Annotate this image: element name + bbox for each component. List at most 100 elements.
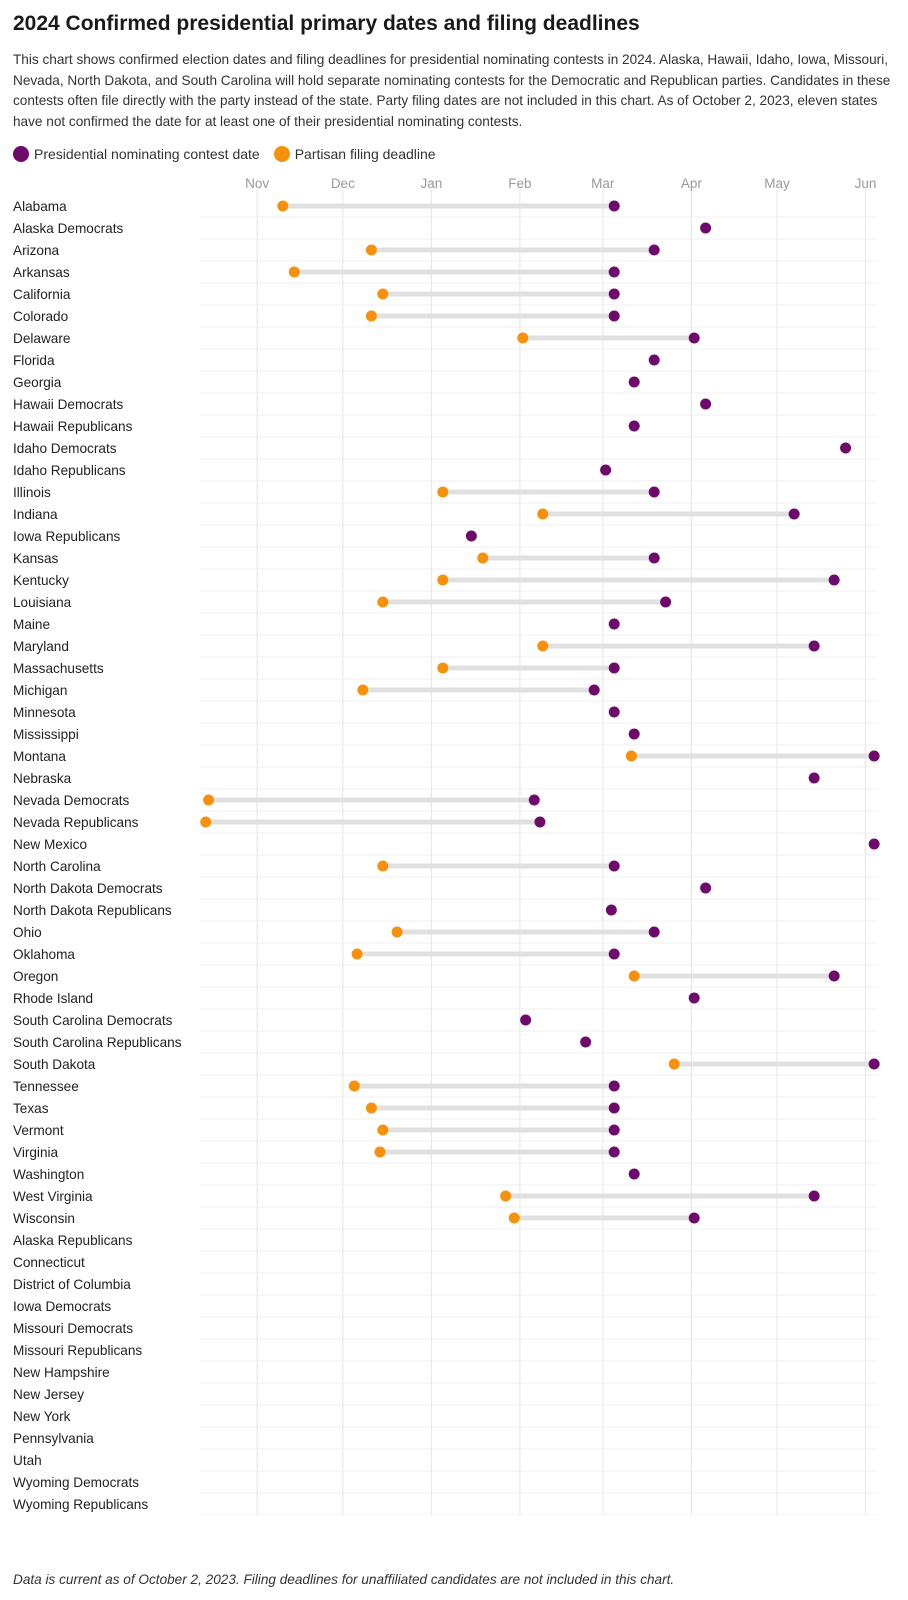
contest-date-point — [608, 1102, 620, 1114]
row-label: Delaware — [13, 331, 70, 346]
contest-date-point — [588, 684, 600, 696]
contest-date-point — [868, 1058, 880, 1070]
filing-deadline-point — [365, 244, 377, 256]
row-label: Michigan — [13, 683, 67, 698]
contest-date-point — [648, 244, 660, 256]
filing-deadline-point — [200, 816, 212, 828]
contest-date-point — [828, 574, 840, 586]
filing-deadline-point — [357, 684, 369, 696]
contest-date-point — [788, 508, 800, 520]
contest-date-point — [608, 662, 620, 674]
contest-date-point — [608, 1124, 620, 1136]
contest-date-point — [605, 904, 617, 916]
contest-date-point — [608, 706, 620, 718]
row-label: Wyoming Republicans — [13, 1497, 148, 1512]
contest-date-point — [520, 1014, 532, 1026]
legend-swatch-contest — [13, 146, 29, 162]
filing-deadline-point — [508, 1212, 520, 1224]
contest-date-point — [608, 288, 620, 300]
row-label: Arkansas — [13, 265, 70, 280]
row-label: Arizona — [13, 243, 60, 258]
filing-deadline-point — [365, 1102, 377, 1114]
row-label: New Jersey — [13, 1387, 84, 1402]
row-label: Texas — [13, 1101, 49, 1116]
row-label: New York — [13, 1409, 71, 1424]
row-label: Idaho Democrats — [13, 441, 117, 456]
filing-deadline-point — [374, 1146, 386, 1158]
contest-date-point — [688, 992, 700, 1004]
row-label: Georgia — [13, 375, 62, 390]
row-label: West Virginia — [13, 1189, 93, 1204]
contest-date-point — [868, 750, 880, 762]
row-label: Hawaii Republicans — [13, 419, 133, 434]
row-label: Iowa Republicans — [13, 529, 121, 544]
contest-date-point — [608, 618, 620, 630]
chart-description: This chart shows confirmed election date… — [13, 52, 891, 129]
contest-date-point — [700, 398, 712, 410]
contest-date-point — [828, 970, 840, 982]
contest-date-point — [660, 596, 672, 608]
x-tick-label: Jan — [420, 176, 442, 191]
row-label: Alaska Republicans — [13, 1233, 133, 1248]
filing-deadline-point — [517, 332, 529, 344]
legend-label-filing: Partisan filing deadline — [294, 146, 436, 162]
row-label: Louisiana — [13, 595, 72, 610]
row-guide-lines — [200, 216, 877, 1515]
x-tick-label: Jun — [855, 176, 877, 191]
filing-deadline-point — [628, 970, 640, 982]
row-label: Iowa Democrats — [13, 1299, 111, 1314]
contest-date-point — [648, 552, 660, 564]
contest-date-point — [628, 1168, 640, 1180]
filing-deadline-point — [437, 574, 449, 586]
filing-deadline-point — [537, 640, 549, 652]
contest-date-point — [688, 1212, 700, 1224]
contest-date-point — [688, 332, 700, 344]
row-label: Tennessee — [13, 1079, 79, 1094]
row-label: Alaska Democrats — [13, 221, 123, 236]
row-label: Massachusetts — [13, 661, 104, 676]
filing-deadline-point — [203, 794, 215, 806]
contest-date-point — [648, 486, 660, 498]
vertical-gridlines — [256, 190, 867, 1515]
contest-date-point — [648, 354, 660, 366]
row-label: North Carolina — [13, 859, 101, 874]
filing-deadline-point — [348, 1080, 360, 1092]
row-label: North Dakota Republicans — [13, 903, 172, 918]
row-label: Missouri Republicans — [13, 1343, 142, 1358]
x-axis-tick-labels: Nov Dec Jan Feb Mar Apr May Jun — [245, 176, 876, 191]
contest-date-point — [534, 816, 546, 828]
row-label: Oklahoma — [13, 947, 75, 962]
legend-item-filing: Partisan filing deadline — [273, 146, 436, 162]
contest-date-point — [608, 948, 620, 960]
row-label: Oregon — [13, 969, 58, 984]
row-label: Virginia — [13, 1145, 59, 1160]
contest-date-point — [608, 310, 620, 322]
filing-deadline-point — [537, 508, 549, 520]
contest-date-point — [600, 464, 612, 476]
x-tick-label: Nov — [245, 176, 269, 191]
row-label: Nebraska — [13, 771, 72, 786]
contest-date-point — [808, 1190, 820, 1202]
filing-deadline-point — [437, 662, 449, 674]
filing-deadline-point — [377, 1124, 389, 1136]
row-label: Nevada Democrats — [13, 793, 130, 808]
row-label: Ohio — [13, 925, 42, 940]
row-label: Florida — [13, 353, 55, 368]
row-label: Wisconsin — [13, 1211, 75, 1226]
row-label: Missouri Democrats — [13, 1321, 133, 1336]
contest-date-point — [700, 882, 712, 894]
row-label: Rhode Island — [13, 991, 93, 1006]
row-label: Nevada Republicans — [13, 815, 139, 830]
row-label: South Carolina Democrats — [13, 1013, 173, 1028]
row-label: Montana — [13, 749, 66, 764]
x-tick-label: Apr — [681, 176, 703, 191]
row-label: South Carolina Republicans — [13, 1035, 182, 1050]
row-label: Minnesota — [13, 705, 76, 720]
filing-deadline-point — [477, 552, 489, 564]
row-label: Washington — [13, 1167, 84, 1182]
legend: Presidential nominating contest date Par… — [13, 146, 450, 162]
row-label: District of Columbia — [13, 1277, 131, 1292]
contest-date-point — [465, 530, 477, 542]
legend-item-contest: Presidential nominating contest date — [13, 146, 260, 162]
connector-bars — [205, 203, 875, 1221]
